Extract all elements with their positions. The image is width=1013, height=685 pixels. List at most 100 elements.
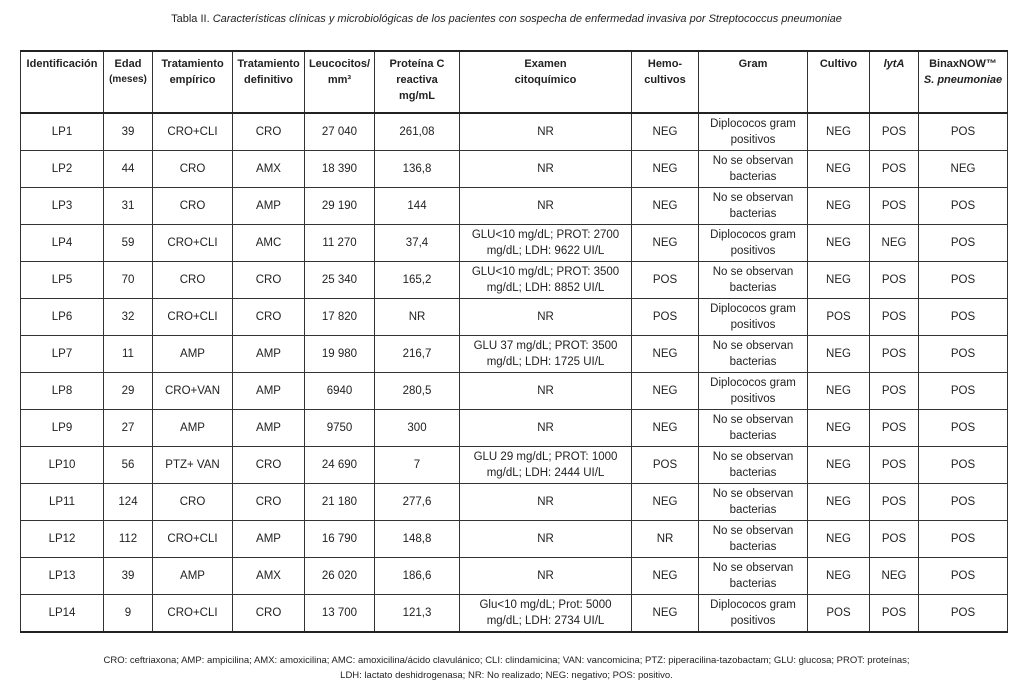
table-cell: AMP: [232, 372, 305, 410]
header-line-1: Examen: [524, 58, 567, 70]
table-cell: 277,6: [374, 483, 460, 521]
column-header: Gram: [698, 50, 808, 114]
table-cell: CRO: [152, 150, 233, 188]
table-cell: 32: [103, 298, 153, 336]
table-cell: NEG: [807, 409, 870, 447]
table-cell: 16 790: [304, 520, 375, 558]
table-cell: NEG: [807, 224, 870, 262]
header-line-2: cultivos: [644, 74, 686, 86]
table-cell: POS: [918, 520, 1008, 558]
table-row: LP5 70 CRO CRO 25 340 165,2 GLU<10 mg/dL; PROT…: [20, 261, 1008, 299]
table-cell: 27: [103, 409, 153, 447]
header-line-2: definitivo: [244, 74, 293, 86]
header-line-1: Leucocitos/: [308, 58, 371, 70]
table-row: LP4 59 CRO+CLI AMC 11 270 37,4 GLU<10 mg/dL; P…: [20, 224, 1008, 262]
header-line-2: empírico: [169, 74, 216, 86]
table-cell: No se observan bacterias: [698, 409, 808, 447]
table-cell: NEG: [807, 150, 870, 188]
table-cell: 70: [103, 261, 153, 299]
table-cell: POS: [918, 335, 1008, 373]
table-row: LP6 32 CRO+CLI CRO 17 820 NR NR POS Diplococos g…: [20, 298, 1008, 336]
table-cell: POS: [918, 298, 1008, 336]
table-cell: NEG: [631, 335, 699, 373]
table-cell: LP13: [20, 557, 104, 595]
column-header: Edad (meses): [103, 50, 153, 114]
column-header: Examen citoquímico: [459, 50, 632, 114]
table-cell: NEG: [869, 224, 919, 262]
table-cell: NEG: [807, 261, 870, 299]
table-cell: 9: [103, 594, 153, 633]
header-line-1: Gram: [738, 58, 768, 70]
table-cell: NEG: [631, 224, 699, 262]
table-cell: LP10: [20, 446, 104, 484]
table-cell: CRO: [152, 187, 233, 225]
table-cell: 59: [103, 224, 153, 262]
patient-table: Identificación Edad (meses) Tratamiento empí…: [20, 50, 1008, 633]
table-cell: No se observan bacterias: [698, 261, 808, 299]
table-cell: 29: [103, 372, 153, 410]
table-cell: 112: [103, 520, 153, 558]
table-cell: NEG: [807, 187, 870, 225]
table-cell: NEG: [807, 557, 870, 595]
table-cell: Diplococos gram positivos: [698, 594, 808, 633]
table-cell: 31: [103, 187, 153, 225]
table-cell: Diplococos gram positivos: [698, 298, 808, 336]
table-cell: POS: [807, 594, 870, 633]
table-cell: POS: [869, 298, 919, 336]
table-cell: NR: [459, 409, 632, 447]
table-cell: POS: [869, 150, 919, 188]
table-cell: 17 820: [304, 298, 375, 336]
table-cell: CRO: [152, 483, 233, 521]
table-cell: NR: [459, 372, 632, 410]
table-cell: POS: [869, 112, 919, 151]
table-cell: No se observan bacterias: [698, 557, 808, 595]
table-cell: CRO+CLI: [152, 298, 233, 336]
caption-label: Tabla II.: [171, 13, 210, 25]
table-row: LP2 44 CRO AMX 18 390 136,8 NR NEG No se observa…: [20, 150, 1008, 188]
table-cell: Glu<10 mg/dL; Prot: 5000 mg/dL; LDH: 273…: [459, 594, 632, 633]
table-cell: 186,6: [374, 557, 460, 595]
table-cell: NEG: [807, 372, 870, 410]
table-cell: NEG: [807, 483, 870, 521]
header-line-1: lytA: [883, 58, 905, 70]
table-cell: 13 700: [304, 594, 375, 633]
table-cell: 11 270: [304, 224, 375, 262]
table-cell: No se observan bacterias: [698, 520, 808, 558]
table-cell: NEG: [807, 520, 870, 558]
table-cell: GLU 37 mg/dL; PROT: 3500 mg/dL; LDH: 172…: [459, 335, 632, 373]
table-cell: Diplococos gram positivos: [698, 112, 808, 151]
table-cell: LP14: [20, 594, 104, 633]
table-cell: 121,3: [374, 594, 460, 633]
table-row: LP10 56 PTZ+ VAN CRO 24 690 7 GLU 29 mg/dL; PR…: [20, 446, 1008, 484]
table-row: LP13 39 AMP AMX 26 020 186,6 NR NEG No se observ…: [20, 557, 1008, 595]
table-cell: 6940: [304, 372, 375, 410]
table-cell: NR: [459, 298, 632, 336]
table-cell: Diplococos gram positivos: [698, 224, 808, 262]
footnote-line-2: LDH: lactato deshidrogenasa; NR: No real…: [340, 670, 673, 681]
column-header: Tratamiento definitivo: [232, 50, 305, 114]
table-cell: CRO+CLI: [152, 520, 233, 558]
column-header: Proteína C reactiva mg/mL: [374, 50, 460, 114]
table-cell: POS: [869, 261, 919, 299]
table-cell: NEG: [807, 446, 870, 484]
table-cell: POS: [918, 372, 1008, 410]
table-cell: LP7: [20, 335, 104, 373]
table-cell: NR: [459, 557, 632, 595]
table-cell: POS: [631, 446, 699, 484]
table-cell: CRO+CLI: [152, 224, 233, 262]
table-cell: POS: [918, 594, 1008, 633]
table-cell: NEG: [807, 112, 870, 151]
table-cell: POS: [807, 298, 870, 336]
table-cell: LP4: [20, 224, 104, 262]
table-cell: POS: [869, 187, 919, 225]
table-caption: Tabla II. Características clínicas y mic…: [0, 13, 1013, 25]
table-cell: AMP: [152, 409, 233, 447]
table-row: LP8 29 CRO+VAN AMP 6940 280,5 NR NEG Diplococos …: [20, 372, 1008, 410]
table-cell: No se observan bacterias: [698, 483, 808, 521]
table-cell: 9750: [304, 409, 375, 447]
header-line-2: citoquímico: [514, 74, 577, 86]
header-line-1: Hemo-: [647, 58, 683, 70]
table-cell: 19 980: [304, 335, 375, 373]
table-cell: CRO+VAN: [152, 372, 233, 410]
footnote: CRO: ceftriaxona; AMP: ampicilina; AMX: …: [0, 653, 1013, 683]
